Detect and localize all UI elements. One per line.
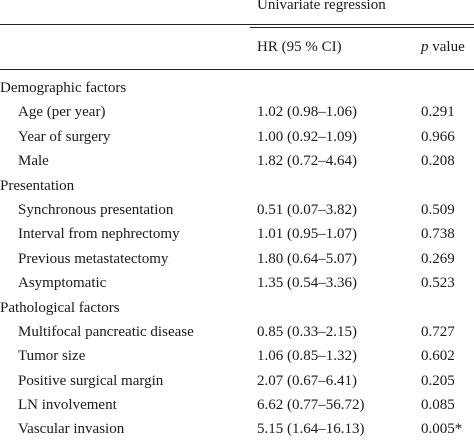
p-value-cell: 0.005* (421, 421, 463, 438)
table-row: Synchronous presentation 0.51 (0.07–3.82)… (0, 198, 474, 222)
section-label: Pathological factors (0, 299, 120, 316)
hr-cell: 1.82 (0.72–4.64) (257, 153, 357, 170)
hr-cell: 1.00 (0.92–1.09) (257, 128, 357, 145)
p-value-cell: 0.727 (421, 323, 455, 340)
factor-label: Asymptomatic (18, 275, 107, 292)
factor-label: Age (per year) (18, 104, 106, 121)
section-label: Demographic factors (0, 80, 127, 96)
table-row: Male 1.82 (0.72–4.64) 0.208 (0, 149, 474, 173)
p-value-cell: 0.205 (421, 372, 455, 389)
factor-label: Previous metastatectomy (18, 250, 169, 267)
table-row: Interval from nephrectomy 1.01 (0.95–1.07… (0, 222, 474, 246)
factor-label: Synchronous presentation (18, 201, 174, 218)
table-row: Vascular invasion 5.15 (1.64–16.13) 0.005* (0, 417, 474, 441)
factor-label: Year of surgery (18, 128, 111, 145)
p-value-cell: 0.509 (421, 201, 455, 218)
table-row: Multifocal pancreatic disease 0.85 (0.33–… (0, 320, 474, 344)
factor-label: Interval from nephrectomy (18, 226, 180, 243)
hr-cell: 1.80 (0.64–5.07) (257, 250, 357, 267)
hr-cell: 1.01 (0.95–1.07) (257, 226, 357, 243)
group-header: Univariate regression (257, 0, 386, 13)
hr-cell: 2.07 (0.67–6.41) (257, 372, 357, 389)
header-bottom-rule (0, 69, 474, 70)
column-header-hr: HR (95 % CI) (257, 39, 342, 55)
table-row: Previous metastatectomy 1.80 (0.64–5.07) 0… (0, 247, 474, 271)
factor-label: Positive surgical margin (18, 372, 164, 389)
hr-cell: 0.85 (0.33–2.15) (257, 323, 357, 340)
hr-cell: 5.15 (1.64–16.13) (257, 421, 365, 438)
table-row: Year of surgery 1.00 (0.92–1.09) 0.966 (0, 125, 474, 149)
hr-cell: 1.02 (0.98–1.06) (257, 104, 357, 121)
table-row: Age (per year) 1.02 (0.98–1.06) 0.291 (0, 100, 474, 124)
factor-label: Tumor size (18, 348, 86, 365)
hr-cell: 1.35 (0.54–3.36) (257, 275, 357, 292)
section-row: Demographic factors (0, 76, 474, 100)
factor-label: Vascular invasion (18, 421, 125, 438)
hr-cell: 0.51 (0.07–3.82) (257, 201, 357, 218)
top-rule (0, 24, 474, 25)
factor-label: LN involvement (18, 397, 117, 414)
factor-label: Male (18, 153, 49, 170)
table-row: Positive surgical margin 2.07 (0.67–6.41)… (0, 369, 474, 393)
table-body: Demographic factors Age (per year) 1.02 (0… (0, 76, 474, 442)
p-value-cell: 0.208 (421, 153, 455, 170)
p-value-cell: 0.269 (421, 250, 455, 267)
p-value-cell: 0.291 (421, 104, 455, 121)
p-value-cell: 0.602 (421, 348, 455, 365)
section-row: Pathological factors (0, 296, 474, 320)
factor-label: Multifocal pancreatic disease (18, 323, 194, 340)
p-value-cell: 0.966 (421, 128, 455, 145)
table-row: LN involvement 6.62 (0.77–56.72) 0.085 (0, 393, 474, 417)
table-row: Asymptomatic 1.35 (0.54–3.36) 0.523 (0, 271, 474, 295)
p-italic: p (421, 39, 429, 55)
hr-cell: 1.06 (0.85–1.32) (257, 348, 357, 365)
table-row: Tumor size 1.06 (0.85–1.32) 0.602 (0, 344, 474, 368)
section-row: Presentation (0, 174, 474, 198)
p-value-cell: 0.738 (421, 226, 455, 243)
hr-cell: 6.62 (0.77–56.72) (257, 397, 365, 414)
p-value-cell: 0.523 (421, 275, 455, 292)
column-header-p-value: p value (421, 37, 465, 57)
group-underline (250, 27, 474, 28)
p-value-cell: 0.085 (421, 397, 455, 414)
p-value-suffix: value (428, 39, 465, 55)
section-label: Presentation (0, 177, 75, 194)
